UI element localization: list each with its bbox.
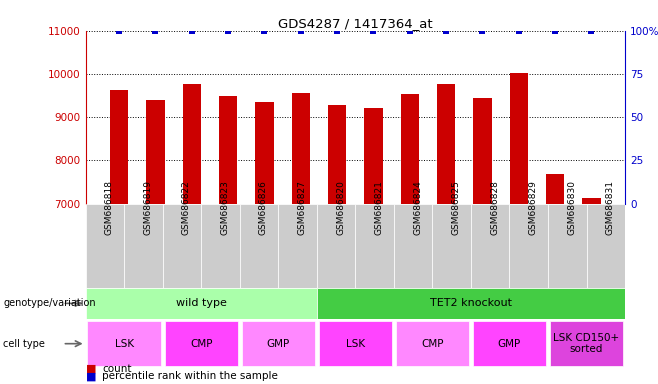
Point xyxy=(513,28,524,34)
Bar xyxy=(201,204,240,288)
Point xyxy=(295,28,306,34)
Bar xyxy=(401,94,419,204)
Bar xyxy=(88,321,161,366)
Text: GMP: GMP xyxy=(266,339,290,349)
Bar xyxy=(509,204,548,288)
Bar xyxy=(582,198,601,204)
Text: LSK: LSK xyxy=(114,339,134,349)
Title: GDS4287 / 1417364_at: GDS4287 / 1417364_at xyxy=(278,17,432,30)
Bar xyxy=(394,204,432,288)
Text: TET2 knockout: TET2 knockout xyxy=(430,298,512,308)
Text: GSM686819: GSM686819 xyxy=(143,180,153,235)
Point xyxy=(550,28,561,34)
Bar xyxy=(316,204,355,288)
Bar xyxy=(473,98,492,204)
Bar xyxy=(437,84,455,204)
Point xyxy=(223,28,234,34)
Text: genotype/variation: genotype/variation xyxy=(3,298,96,308)
Text: GSM686822: GSM686822 xyxy=(182,180,191,235)
Point xyxy=(150,28,161,34)
Bar xyxy=(316,288,625,319)
Text: GSM686827: GSM686827 xyxy=(297,180,307,235)
Text: GSM686821: GSM686821 xyxy=(374,180,384,235)
Bar xyxy=(219,96,238,204)
Text: CMP: CMP xyxy=(421,339,443,349)
Bar xyxy=(546,174,565,204)
Bar xyxy=(432,204,471,288)
Text: GSM686831: GSM686831 xyxy=(606,180,615,235)
Text: ■: ■ xyxy=(86,371,96,381)
Bar xyxy=(146,100,164,204)
Point xyxy=(405,28,415,34)
Text: GSM686826: GSM686826 xyxy=(259,180,268,235)
Text: LSK CD150+
sorted: LSK CD150+ sorted xyxy=(553,333,620,354)
Text: GSM686828: GSM686828 xyxy=(490,180,499,235)
Bar xyxy=(241,321,315,366)
Point xyxy=(586,28,597,34)
Bar xyxy=(86,204,124,288)
Bar xyxy=(586,204,625,288)
Text: GSM686824: GSM686824 xyxy=(413,180,422,235)
Bar xyxy=(255,101,274,204)
Text: wild type: wild type xyxy=(176,298,226,308)
Point xyxy=(332,28,342,34)
Bar xyxy=(318,321,392,366)
Bar xyxy=(110,90,128,204)
Bar xyxy=(355,204,394,288)
Text: GMP: GMP xyxy=(498,339,521,349)
Bar xyxy=(291,93,310,204)
Bar xyxy=(240,204,278,288)
Point xyxy=(477,28,488,34)
Bar xyxy=(86,288,316,319)
Point xyxy=(259,28,270,34)
Point xyxy=(114,28,124,34)
Bar xyxy=(396,321,469,366)
Text: GSM686829: GSM686829 xyxy=(529,180,538,235)
Bar xyxy=(550,321,623,366)
Text: cell type: cell type xyxy=(3,339,45,349)
Point xyxy=(187,28,197,34)
Point xyxy=(368,28,379,34)
Bar xyxy=(473,321,546,366)
Bar xyxy=(124,204,163,288)
Text: count: count xyxy=(102,364,132,374)
Bar xyxy=(328,104,346,204)
Text: GSM686825: GSM686825 xyxy=(451,180,461,235)
Text: LSK: LSK xyxy=(345,339,365,349)
Bar xyxy=(183,84,201,204)
Text: percentile rank within the sample: percentile rank within the sample xyxy=(102,371,278,381)
Bar xyxy=(164,321,238,366)
Bar xyxy=(365,109,382,204)
Point xyxy=(441,28,451,34)
Bar xyxy=(471,204,509,288)
Text: GSM686823: GSM686823 xyxy=(220,180,230,235)
Text: ■: ■ xyxy=(86,364,96,374)
Text: GSM686818: GSM686818 xyxy=(105,180,114,235)
Bar xyxy=(548,204,586,288)
Bar xyxy=(163,204,201,288)
Bar xyxy=(278,204,316,288)
Text: GSM686830: GSM686830 xyxy=(567,180,576,235)
Bar xyxy=(510,73,528,204)
Text: GSM686820: GSM686820 xyxy=(336,180,345,235)
Text: CMP: CMP xyxy=(190,339,213,349)
